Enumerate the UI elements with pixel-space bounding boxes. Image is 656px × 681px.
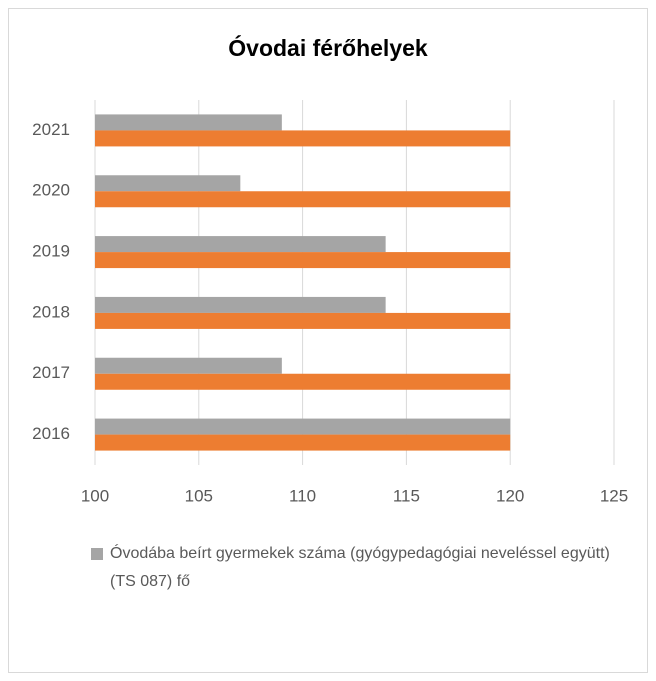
y-tick-label: 2021 xyxy=(32,120,70,139)
y-tick-label: 2017 xyxy=(32,363,70,382)
x-tick-label: 115 xyxy=(393,486,420,505)
chart-title: Óvodai férőhelyek xyxy=(228,34,428,61)
bar xyxy=(95,130,511,147)
bar xyxy=(95,418,511,435)
bar xyxy=(95,373,511,390)
bar xyxy=(95,236,386,253)
y-tick-label: 2018 xyxy=(32,302,70,321)
legend: Óvodába beírt gyermekek száma (gyógypeda… xyxy=(91,540,631,596)
x-tick-label: 120 xyxy=(496,486,524,505)
y-tick-label: 2016 xyxy=(32,424,70,443)
y-tick-label: 2019 xyxy=(32,242,70,261)
bar xyxy=(95,252,511,269)
bar xyxy=(95,114,282,131)
bar xyxy=(95,434,511,451)
legend-item: Óvodába beírt gyermekek száma (gyógypeda… xyxy=(91,540,631,596)
x-tick-label: 125 xyxy=(600,486,628,505)
x-tick-label: 100 xyxy=(81,486,109,505)
legend-label: Óvodába beírt gyermekek száma (gyógypeda… xyxy=(110,545,610,590)
bar xyxy=(95,296,386,313)
bar xyxy=(95,191,511,208)
legend-swatch xyxy=(91,548,103,560)
bar xyxy=(95,175,241,192)
bar xyxy=(95,357,282,374)
bar xyxy=(95,312,511,329)
x-tick-label: 105 xyxy=(185,486,213,505)
x-tick-label: 110 xyxy=(289,486,316,505)
y-tick-label: 2020 xyxy=(32,181,70,200)
